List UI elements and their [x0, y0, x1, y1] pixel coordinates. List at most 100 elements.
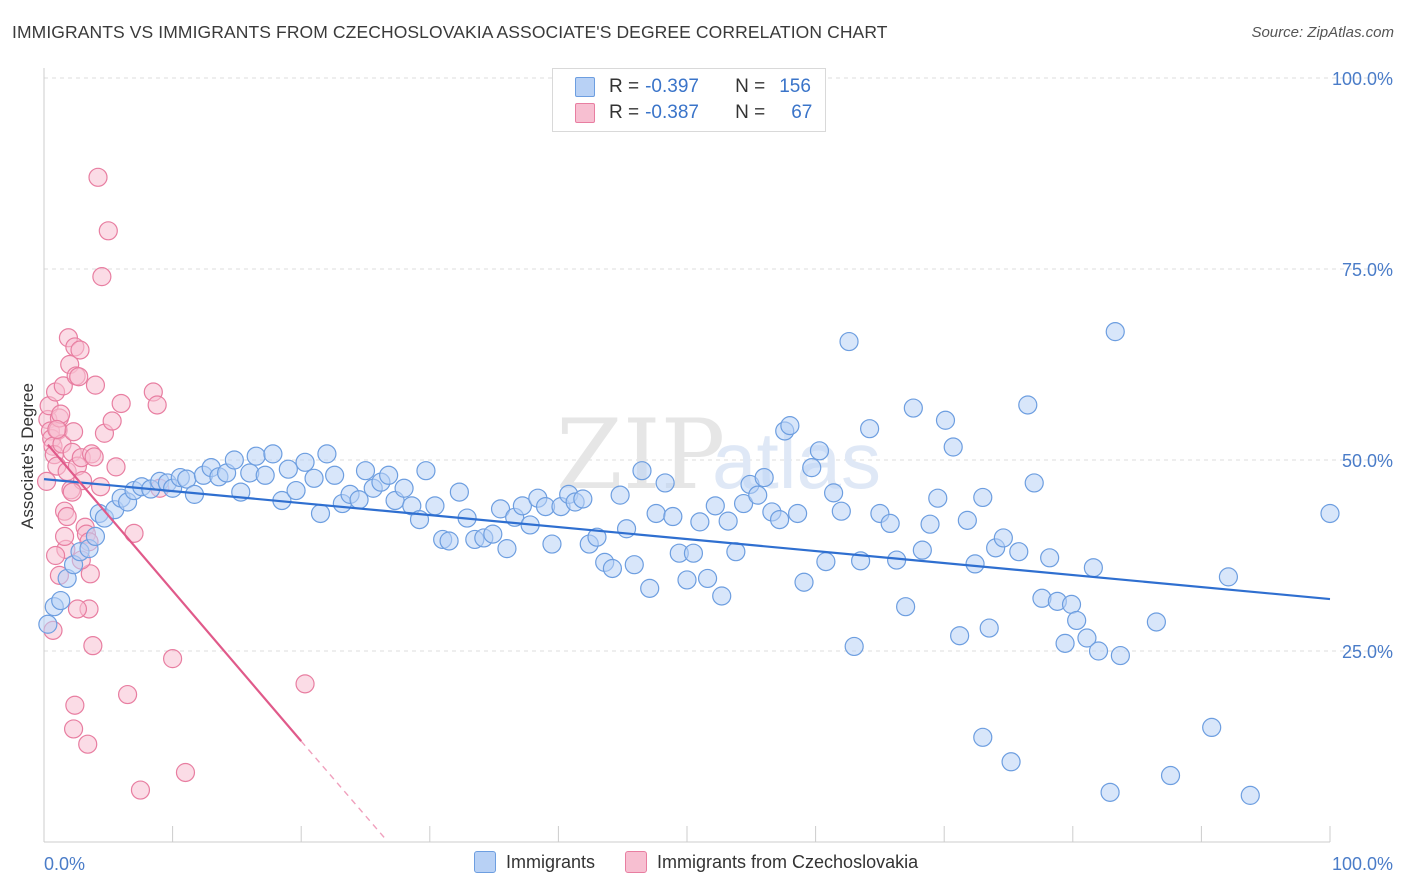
point-czechoslovakia: [163, 649, 183, 669]
point-immigrants: [748, 485, 768, 505]
y-tick-label: 100.0%: [1332, 69, 1393, 89]
source-credit: Source: ZipAtlas.com: [1251, 24, 1394, 41]
trend-line-czechoslovakia: [47, 444, 303, 742]
point-immigrants: [310, 503, 331, 524]
point-immigrants: [85, 526, 106, 547]
point-immigrants: [712, 586, 732, 606]
point-immigrants: [1055, 633, 1075, 653]
point-immigrants: [483, 524, 503, 544]
point-czechoslovakia: [117, 684, 138, 705]
point-immigrants: [787, 503, 808, 524]
point-immigrants: [1100, 782, 1120, 802]
point-immigrants: [355, 461, 376, 481]
point-czechoslovakia: [78, 734, 98, 754]
point-czechoslovakia: [88, 167, 108, 187]
legend-item-czechoslovakia[interactable]: Immigrants from Czechoslovakia: [625, 851, 918, 873]
point-immigrants: [1018, 395, 1038, 415]
point-immigrants: [1077, 628, 1097, 648]
point-immigrants: [573, 489, 593, 509]
point-immigrants: [224, 450, 244, 470]
point-immigrants: [950, 626, 970, 646]
legend-row-immigrants: R = -0.397 N = 156: [575, 74, 811, 100]
point-immigrants: [655, 473, 675, 493]
point-immigrants: [733, 493, 754, 514]
point-immigrants: [973, 487, 993, 508]
point-immigrants: [490, 499, 511, 519]
point-immigrants: [263, 444, 283, 464]
point-immigrants: [646, 503, 666, 524]
point-immigrants: [860, 419, 880, 439]
point-immigrants: [1105, 322, 1125, 342]
legend-r-value: -0.387: [645, 102, 699, 123]
point-immigrants: [542, 534, 562, 554]
point-immigrants: [896, 597, 916, 617]
point-immigrants: [844, 636, 864, 657]
point-immigrants: [726, 542, 746, 562]
point-immigrants: [903, 398, 923, 418]
tick-labels: 25.0% 50.0% 75.0% 100.0% 0.0% 100.0%: [44, 69, 1393, 874]
point-immigrants: [973, 727, 993, 747]
point-immigrants: [255, 465, 275, 485]
point-czechoslovakia: [45, 545, 66, 566]
point-immigrants: [780, 416, 800, 436]
point-immigrants: [920, 514, 940, 534]
point-immigrants: [957, 510, 977, 530]
point-immigrants: [38, 614, 58, 634]
point-czechoslovakia: [111, 393, 131, 414]
point-immigrants: [1110, 645, 1130, 666]
point-immigrants: [965, 554, 985, 574]
point-immigrants: [497, 539, 517, 559]
point-immigrants: [394, 478, 414, 498]
legend-item-immigrants[interactable]: Immigrants: [474, 851, 595, 873]
y-tick-label: 75.0%: [1342, 260, 1393, 280]
point-immigrants: [1320, 503, 1340, 524]
point-immigrants: [512, 496, 532, 516]
point-immigrants: [246, 446, 266, 466]
series-immigrants: [38, 322, 1340, 805]
point-czechoslovakia: [295, 674, 315, 694]
point-immigrants: [880, 513, 900, 534]
point-czechoslovakia: [65, 695, 85, 715]
point-immigrants: [379, 465, 399, 485]
trend-line-immigrants: [43, 478, 1331, 601]
point-immigrants: [802, 458, 822, 478]
point-czechoslovakia: [70, 340, 90, 360]
point-czechoslovakia: [175, 762, 196, 783]
legend-r-label: R =: [609, 102, 640, 123]
point-immigrants: [663, 506, 683, 527]
axes: [43, 68, 1331, 843]
point-immigrants: [683, 543, 704, 563]
point-immigrants: [993, 528, 1013, 548]
point-czechoslovakia: [63, 422, 84, 442]
point-czechoslovakia: [69, 367, 89, 387]
point-immigrants: [824, 483, 844, 503]
point-czechoslovakia: [130, 780, 151, 800]
x-tick-label: 100.0%: [1332, 854, 1393, 874]
legend-row-czechoslovakia: R = -0.387 N = 67: [575, 100, 812, 126]
point-immigrants: [794, 572, 814, 592]
point-czechoslovakia: [80, 564, 100, 584]
point-immigrants: [624, 555, 644, 575]
point-czechoslovakia: [98, 221, 118, 241]
point-immigrants: [928, 488, 948, 508]
legend-n-value: 156: [779, 76, 811, 97]
point-immigrants: [1024, 473, 1044, 493]
point-immigrants: [912, 540, 932, 560]
point-immigrants: [602, 558, 623, 579]
point-czechoslovakia: [84, 447, 104, 467]
point-immigrants: [51, 590, 71, 611]
point-czechoslovakia: [106, 457, 126, 477]
point-immigrants: [295, 452, 315, 472]
legend-swatch-czechoslovakia: [625, 851, 648, 873]
point-immigrants: [1032, 588, 1052, 608]
point-czechoslovakia: [53, 376, 73, 396]
trend-lines: [43, 444, 1331, 839]
point-immigrants: [1160, 765, 1181, 786]
chart-title: IMMIGRANTS VS IMMIGRANTS FROM CZECHOSLOV…: [12, 22, 888, 42]
point-immigrants: [979, 618, 999, 638]
point-immigrants: [610, 485, 630, 505]
point-immigrants: [640, 578, 660, 598]
series-legend: Immigrants Immigrants from Czechoslovaki…: [474, 851, 948, 873]
point-immigrants: [935, 410, 956, 430]
